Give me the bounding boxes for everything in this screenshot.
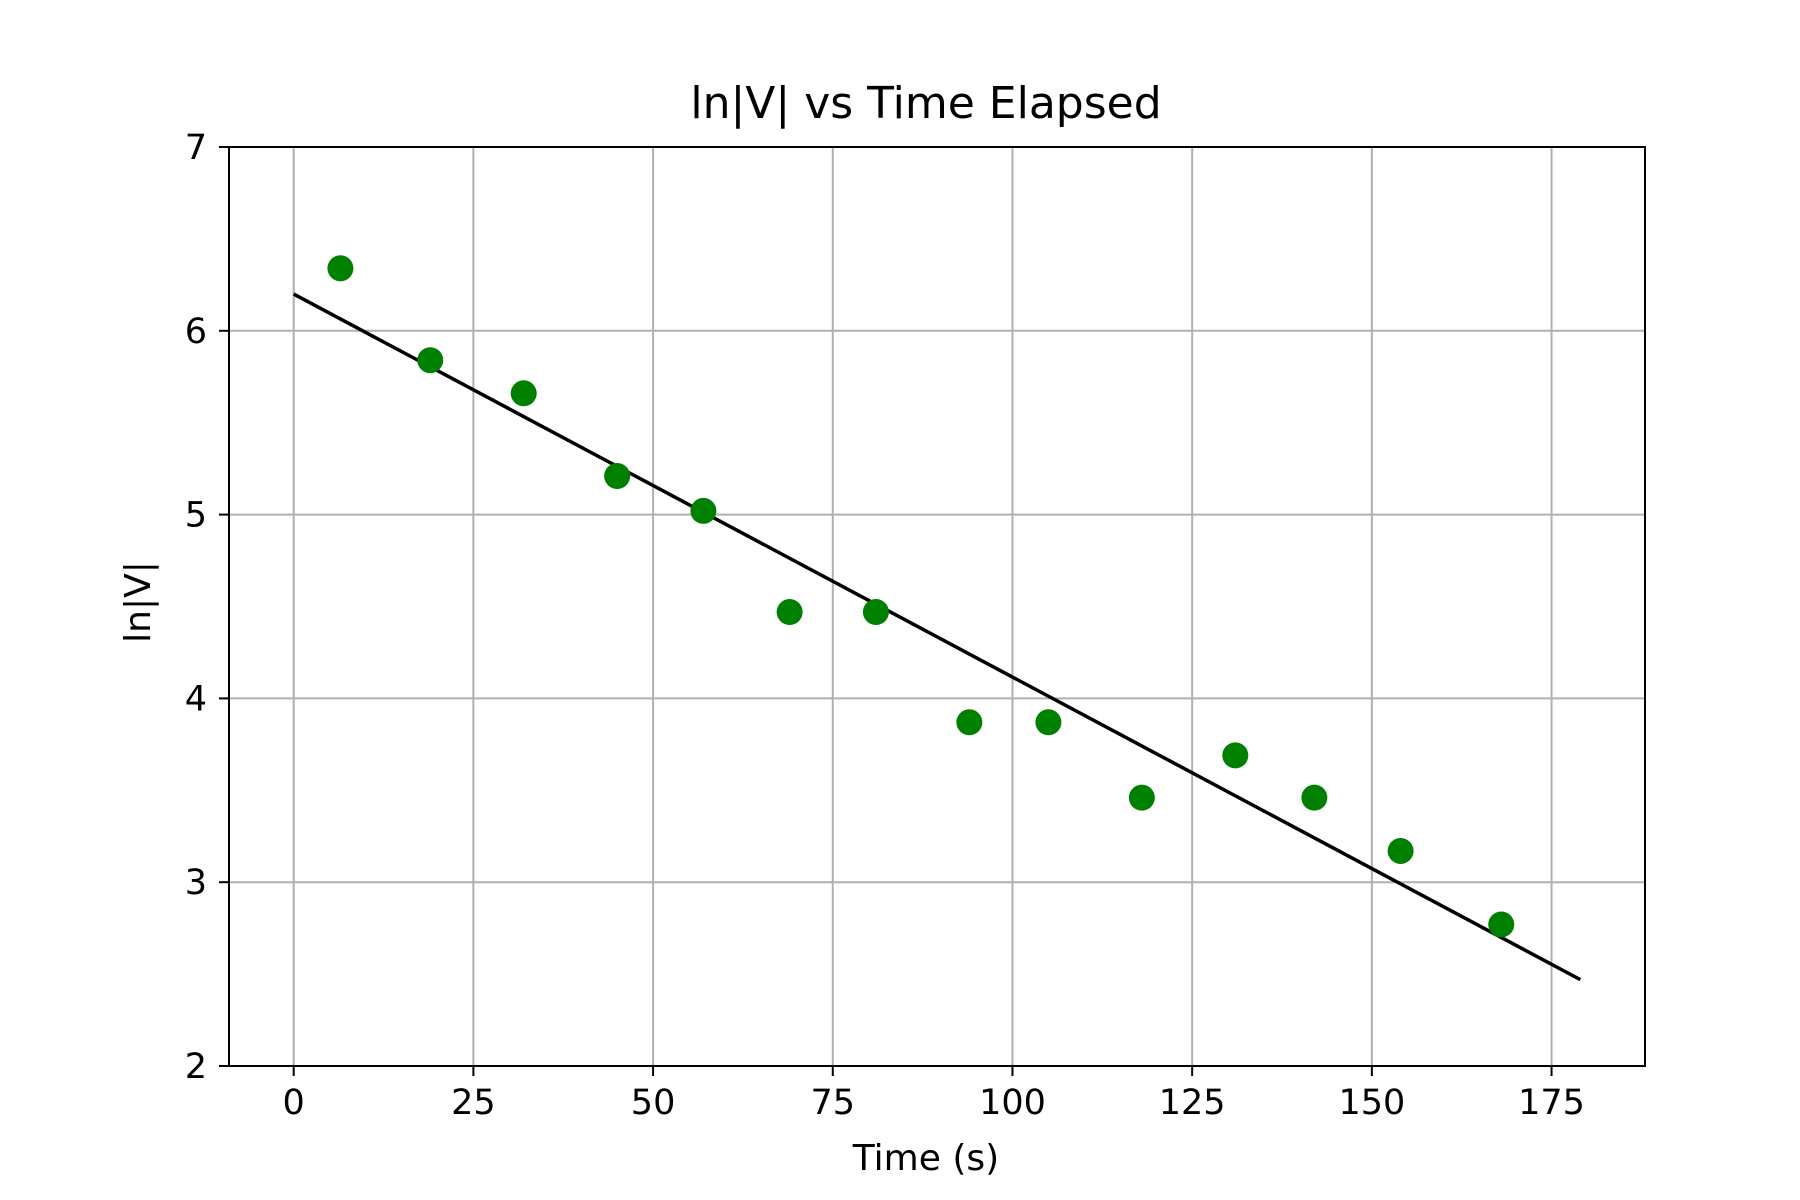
x-axis-ticks: 0 25 50 75 100 125 150 175	[283, 1066, 1585, 1123]
data-point	[1035, 709, 1062, 736]
fit-line-layer	[292, 292, 1582, 982]
y-axis-label: ln|V|	[118, 561, 159, 643]
y-tick-label: 4	[185, 679, 207, 719]
data-point	[1128, 784, 1155, 811]
chart-title: ln|V| vs Time Elapsed	[690, 78, 1161, 129]
y-tick-label: 6	[185, 312, 207, 352]
y-tick-label: 2	[185, 1047, 207, 1087]
grid-lines	[229, 147, 1645, 1066]
plot-frame	[228, 146, 1646, 1067]
data-point	[690, 497, 717, 524]
y-tick-label: 5	[185, 496, 207, 536]
data-point	[1301, 784, 1328, 811]
x-tick-label: 25	[451, 1083, 496, 1123]
data-point	[1488, 911, 1515, 938]
x-tick-label: 50	[631, 1083, 676, 1123]
data-point	[1387, 837, 1414, 864]
x-tick-label: 175	[1518, 1083, 1585, 1123]
x-axis-label: Time (s)	[852, 1138, 999, 1179]
data-point	[510, 380, 537, 407]
y-tick-label: 7	[185, 128, 207, 168]
data-point	[604, 463, 631, 490]
y-axis-ticks: 2 3 4 5 6 7	[185, 128, 229, 1087]
fit-line	[292, 292, 1582, 982]
data-point	[327, 255, 354, 282]
scatter-points-layer	[327, 255, 1515, 938]
data-point	[776, 599, 803, 626]
x-tick-label: 100	[979, 1083, 1046, 1123]
data-point	[956, 709, 983, 736]
data-point	[417, 347, 444, 374]
y-tick-label: 3	[185, 863, 207, 903]
x-tick-label: 0	[283, 1083, 305, 1123]
data-point	[862, 599, 889, 626]
x-tick-label: 75	[811, 1083, 856, 1123]
x-tick-label: 150	[1338, 1083, 1405, 1123]
data-point	[1222, 742, 1249, 769]
x-tick-label: 125	[1159, 1083, 1226, 1123]
